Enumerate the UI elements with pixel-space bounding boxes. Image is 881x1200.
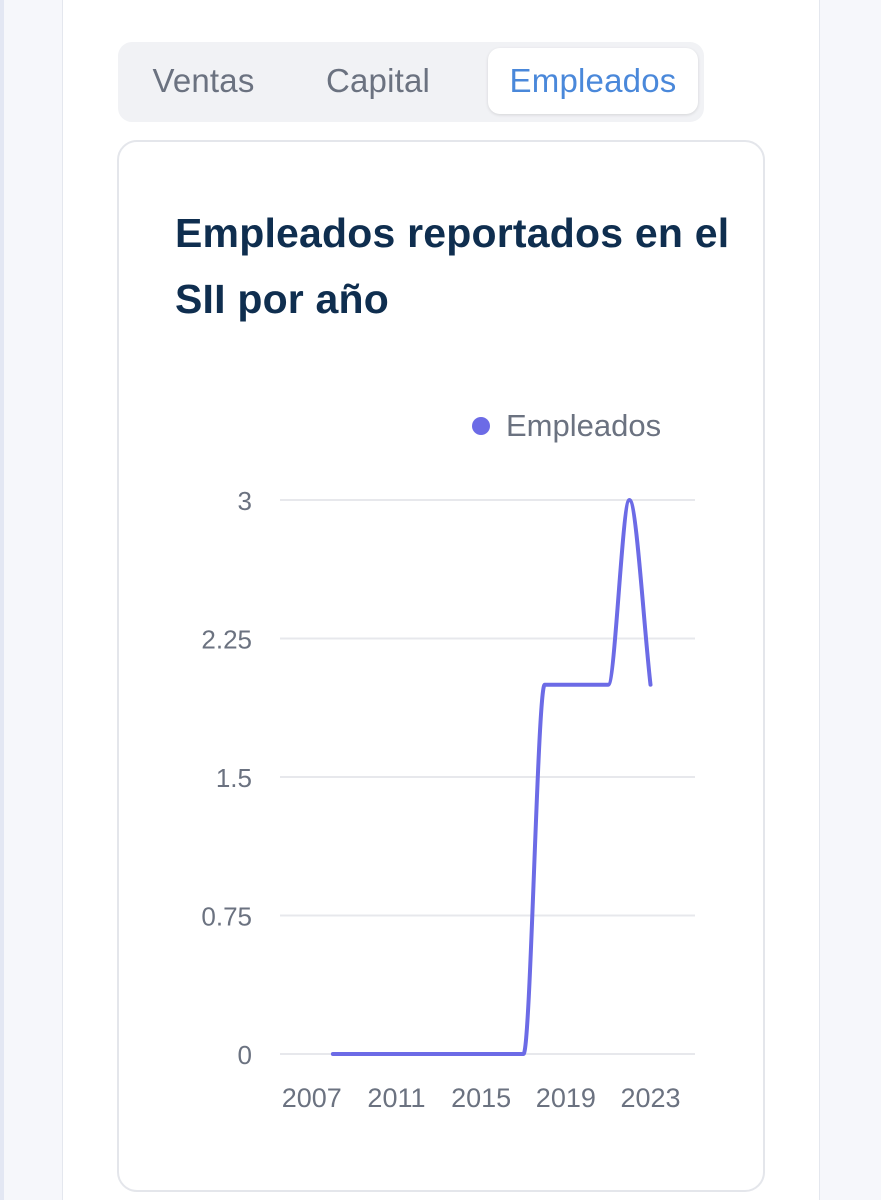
chart-title: Empleados reportados en el SII por año	[175, 210, 730, 322]
x-tick-label: 2023	[620, 1083, 680, 1113]
tab-capital[interactable]: Capital	[325, 62, 431, 99]
y-tick-label: 0.75	[201, 902, 252, 932]
legend-label: Empleados	[506, 408, 661, 443]
page-edge	[0, 0, 4, 1200]
y-tick-label: 3	[238, 486, 252, 516]
y-tick-label: 2.25	[201, 625, 252, 655]
tab-empleados[interactable]: Empleados	[488, 48, 698, 114]
legend-marker	[472, 417, 490, 435]
chart-card: Empleados reportados en el SII por año	[117, 140, 765, 1192]
x-tick-label: 2019	[536, 1083, 596, 1113]
tab-ventas[interactable]: Ventas	[152, 62, 255, 99]
x-tick-label: 2015	[451, 1083, 511, 1113]
x-tick-label: 2007	[282, 1083, 342, 1113]
tab-bar: Ventas Capital Empleados	[118, 42, 704, 122]
y-tick-label: 0	[238, 1040, 252, 1070]
x-tick-label: 2011	[367, 1083, 425, 1113]
y-tick-label: 1.5	[216, 763, 252, 793]
series-line-empleados	[330, 498, 653, 1056]
